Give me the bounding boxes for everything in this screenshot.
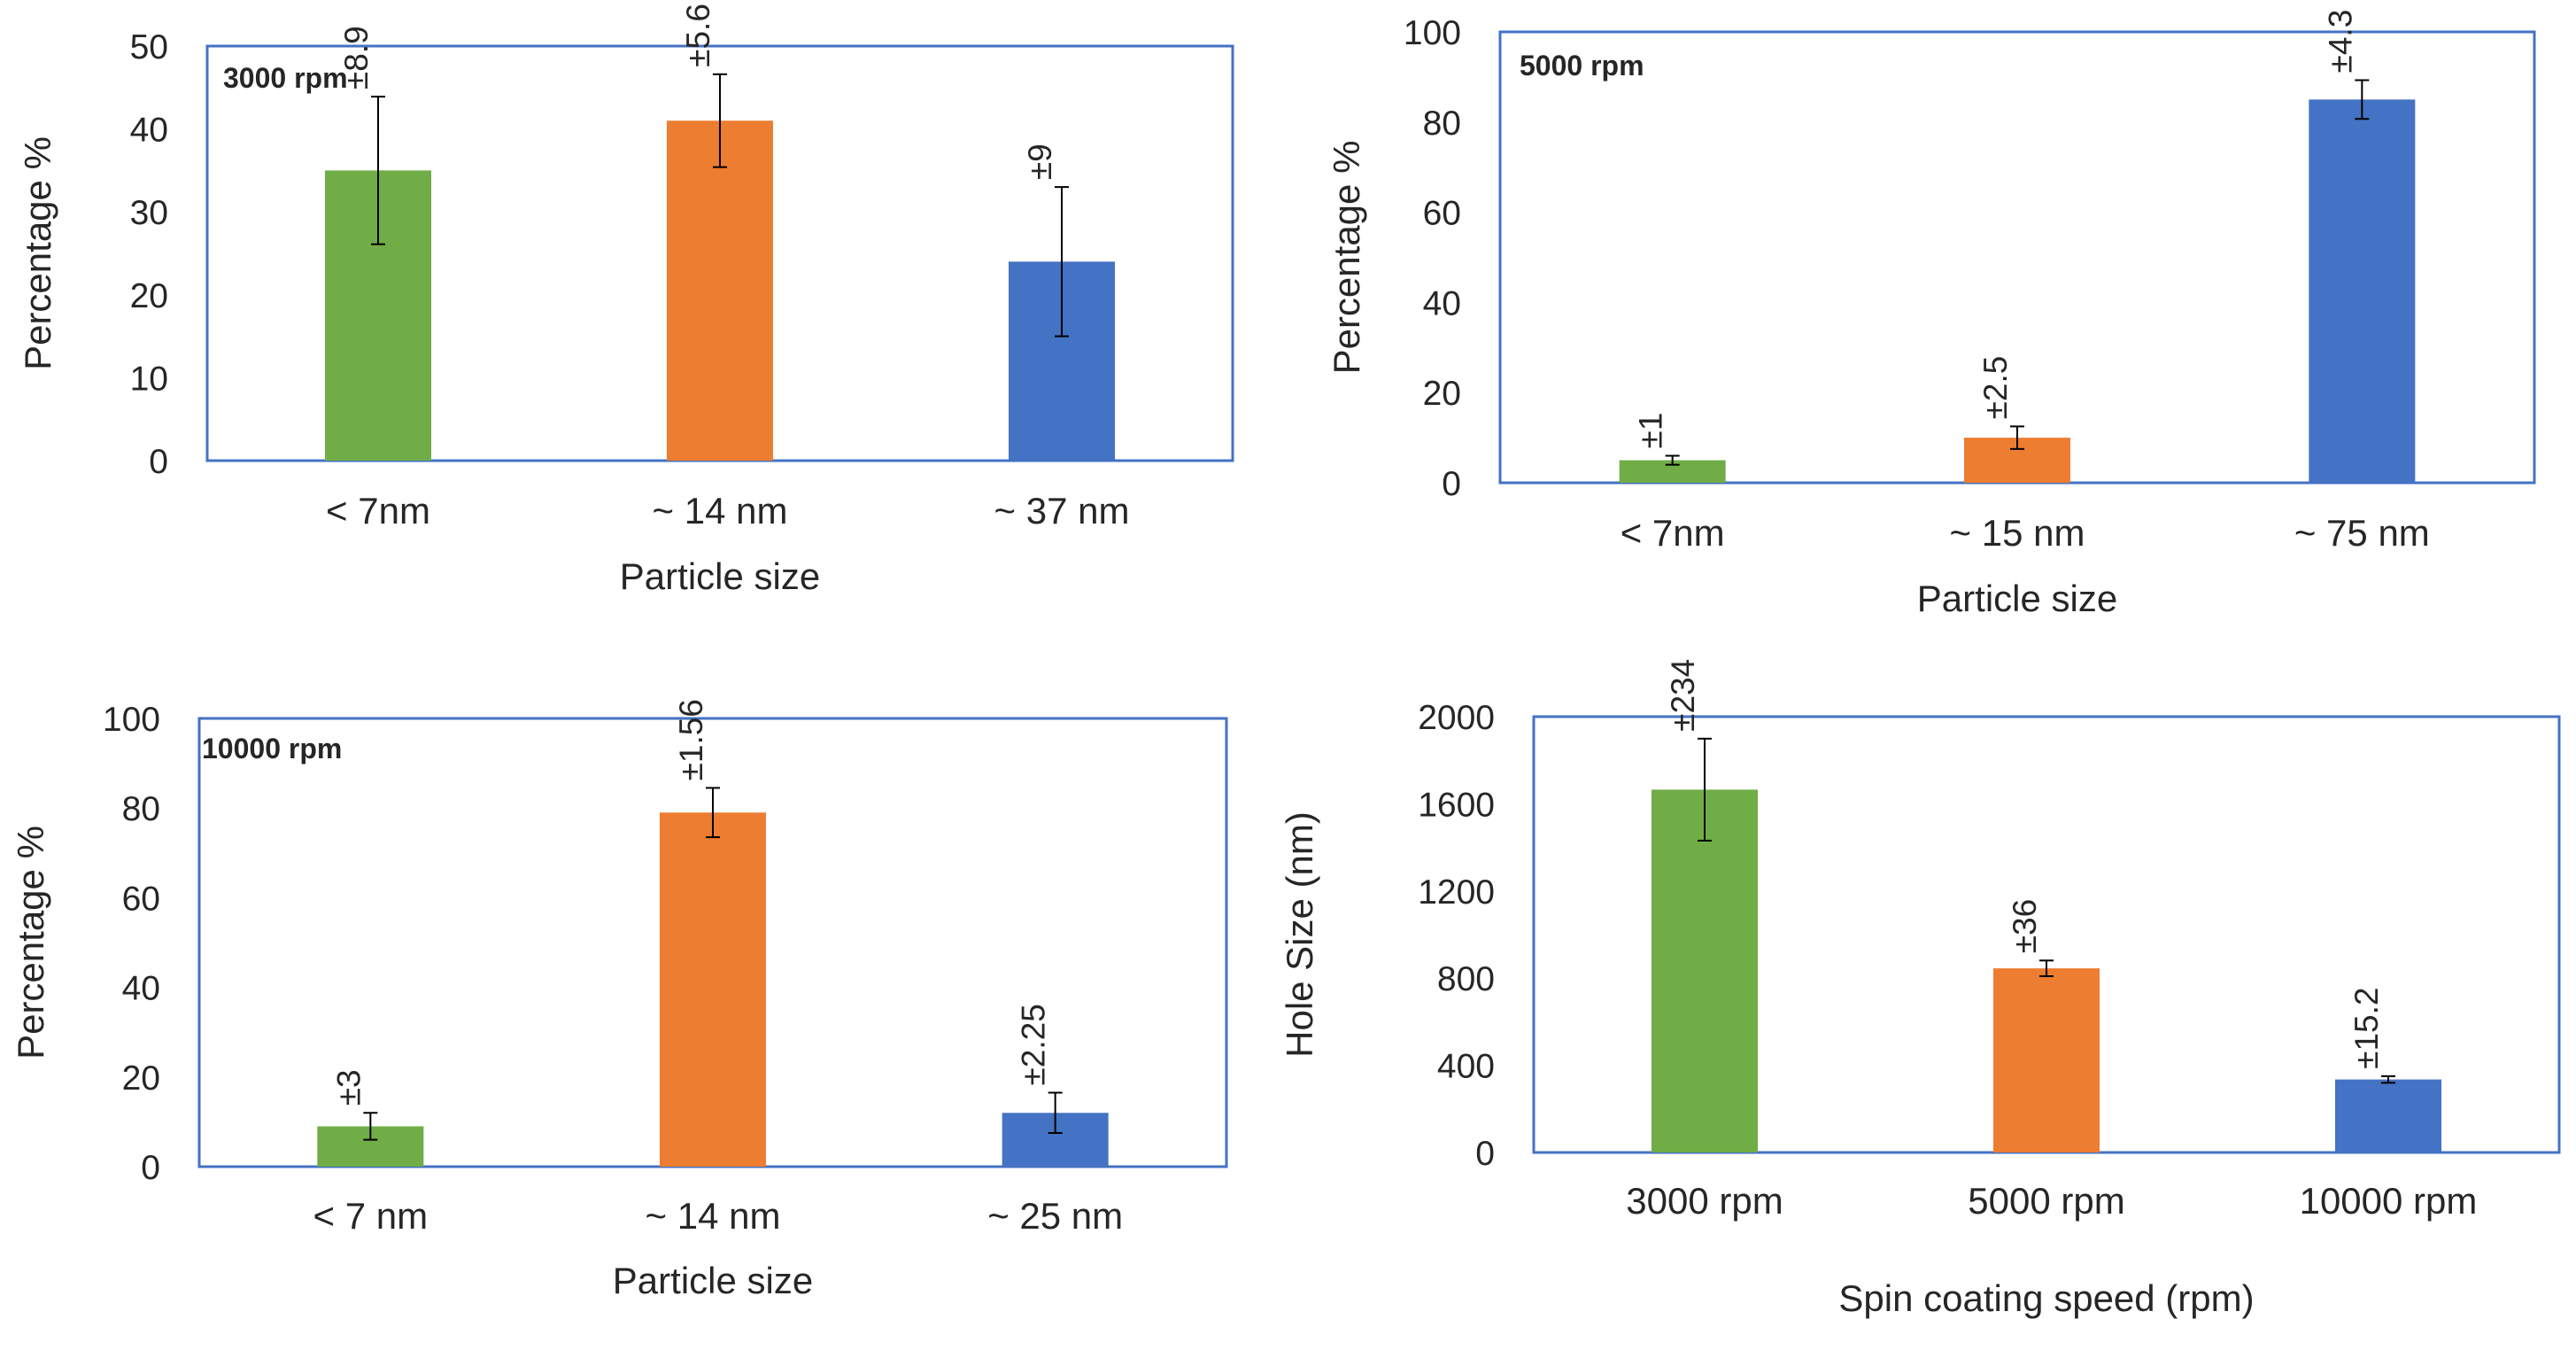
chart-panel-1: 0 10 20 30 40 50 ±8.9 < 7nm ±5.6 ~ 14 nm ±9 ~ 37 nm… [17,4,1234,597]
x-tick-label: < 7 nm [313,1195,429,1237]
y-tick-label: 100 [103,701,160,739]
y-tick-label: 40 [1423,284,1461,322]
y-tick-label: 40 [130,112,168,150]
y-tick-label: 20 [122,1059,160,1098]
y-tick-label: 1600 [1418,786,1495,824]
x-tick-label: 10000 rpm [2300,1180,2478,1222]
y-axis-title: Hole Size (nm) [1279,811,1320,1058]
bar [2309,99,2416,483]
y-tick-label: 400 [1437,1048,1495,1086]
y-tick-label: 800 [1437,960,1495,998]
y-tick-label: 80 [122,790,160,828]
panel-annotation: 10000 rpm [202,733,342,764]
error-label: ±3 [330,1069,367,1106]
panel-annotation: 5000 rpm [1520,50,1644,81]
y-tick-label: 20 [130,277,168,315]
y-axis-title: Percentage % [17,136,58,370]
y-tick-label: 30 [130,194,168,232]
y-tick-label: 60 [122,880,160,918]
y-tick-label: 2000 [1418,699,1495,737]
error-label: ±9 [1022,144,1058,180]
x-tick-label: < 7nm [326,490,430,532]
x-axis-title: Particle size [620,555,820,597]
chart-panel-3: 0 20 40 60 80 100 ±3 < 7 nm ±1.56 ~ 14 nm ±2.25 ~ 2… [10,699,1228,1301]
x-tick-label: 5000 rpm [1968,1180,2124,1222]
error-label: ±2.5 [1977,356,2014,420]
x-axis-title: Particle size [613,1260,813,1301]
bar [667,120,773,462]
error-label: ±234 [1665,659,1701,732]
y-tick-label: 0 [1442,465,1461,503]
x-axis-title: Spin coating speed (rpm) [1838,1277,2254,1319]
y-tick-label: 80 [1423,105,1461,143]
x-axis-title: Particle size [1917,578,2117,619]
error-label: ±1 [1633,413,1669,449]
error-label: ±8.9 [338,26,375,89]
error-label: ±1.56 [673,699,709,780]
x-tick-label: ~ 14 nm [653,490,788,532]
bar [1993,968,2100,1152]
panel-annotation: 3000 rpm [223,62,348,94]
y-tick-label: 50 [130,28,168,66]
y-tick-label: 1200 [1418,873,1495,912]
y-tick-label: 0 [141,1149,160,1187]
y-tick-label: 100 [1404,14,1461,52]
y-tick-label: 60 [1423,195,1461,233]
y-axis-title: Percentage % [1326,141,1367,375]
y-tick-label: 0 [149,443,168,481]
y-tick-label: 0 [1475,1135,1495,1173]
chart-panel-4: 0 400 800 1200 1600 2000 ±234 3000 rpm ±36 5000 r… [1279,659,2561,1319]
y-axis-title: Percentage % [10,826,51,1059]
x-tick-label: ~ 75 nm [2294,512,2430,554]
x-tick-label: ~ 37 nm [994,490,1130,532]
error-label: ±5.6 [680,4,716,67]
y-tick-label: 10 [130,360,168,398]
x-tick-label: ~ 14 nm [646,1195,781,1237]
bar [660,812,766,1167]
x-tick-label: 3000 rpm [1626,1180,1783,1222]
error-label: ±36 [2007,899,2043,953]
bar [1652,789,1758,1152]
chart-panel-2: 0 20 40 60 80 100 ±1 < 7nm ±2.5 ~ 15 nm ±4.3 ~ 75 n… [1326,10,2536,619]
y-tick-label: 40 [122,970,160,1008]
y-tick-label: 20 [1423,375,1461,413]
x-tick-label: ~ 15 nm [1950,512,2085,554]
error-label: ±2.25 [1016,1004,1052,1085]
x-tick-label: < 7nm [1621,512,1725,554]
x-tick-label: ~ 25 nm [987,1195,1123,1237]
error-label: ±15.2 [2348,988,2385,1069]
error-label: ±4.3 [2322,10,2358,74]
bar [2335,1079,2441,1152]
